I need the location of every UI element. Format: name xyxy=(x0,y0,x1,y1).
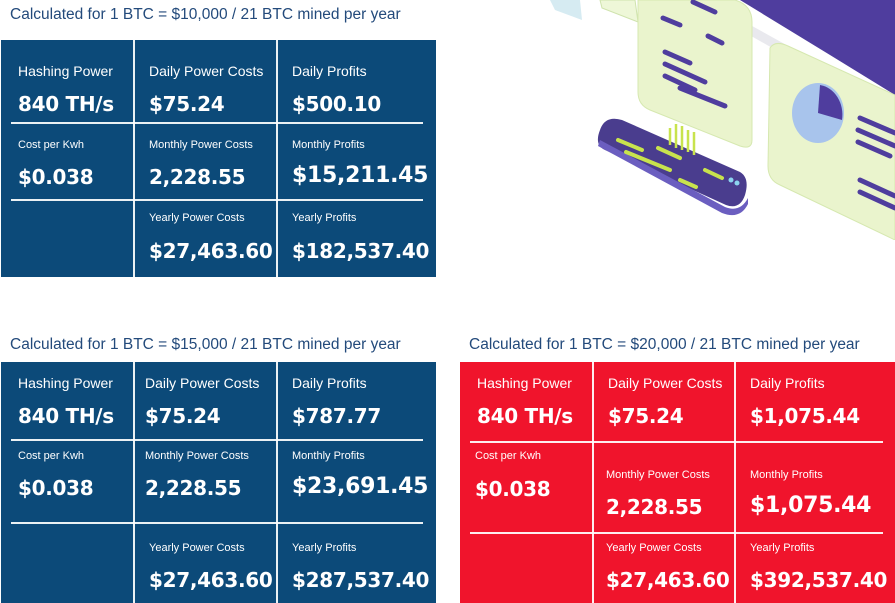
table2-hashing-power-label: Hashing Power xyxy=(18,375,113,391)
table3-monthly-profits-value: $1,075.44 xyxy=(750,493,872,518)
table3-cost-per-kwh-value: $0.038 xyxy=(475,477,551,501)
table2-yearly-power-costs-value: $27,463.60 xyxy=(149,568,273,592)
table3-card: Hashing Power 840 TH/s Daily Power Costs… xyxy=(460,362,895,603)
illustration-device-dot-2 xyxy=(734,180,740,186)
table3-monthly-power-costs-label: Monthly Power Costs xyxy=(606,469,710,481)
table1-daily-power-costs-label: Daily Power Costs xyxy=(149,63,264,79)
table2-daily-profits-label: Daily Profits xyxy=(292,375,367,391)
table2-daily-power-costs-label: Daily Power Costs xyxy=(145,375,260,391)
table1-card: Hashing Power 840 TH/s Daily Power Costs… xyxy=(1,40,436,277)
table3-monthly-profits-label: Monthly Profits xyxy=(750,469,823,481)
table2-divider-h1 xyxy=(11,439,423,441)
table2-hashing-power-value: 840 TH/s xyxy=(18,404,114,428)
table3-yearly-power-costs-value: $27,463.60 xyxy=(606,568,730,592)
illustration-device-keys xyxy=(616,138,724,189)
illustration-card-center-bars xyxy=(660,0,728,109)
table3-yearly-profits-label: Yearly Profits xyxy=(750,542,815,554)
table2-daily-power-costs-value: $75.24 xyxy=(145,404,221,428)
table2-card: Hashing Power 840 TH/s Daily Power Costs… xyxy=(1,362,436,603)
table3-monthly-power-costs-value: 2,228.55 xyxy=(606,495,703,519)
table3-daily-power-costs-value: $75.24 xyxy=(608,404,684,428)
table2-yearly-profits-label: Yearly Profits xyxy=(292,542,357,554)
illustration-device xyxy=(597,118,747,207)
table3-yearly-profits-value: $392,537.40 xyxy=(750,568,888,592)
table2-monthly-power-costs-label: Monthly Power Costs xyxy=(145,450,249,462)
table1-yearly-profits-label: Yearly Profits xyxy=(292,212,357,224)
table1-divider-v1 xyxy=(133,40,135,277)
table1-daily-profits-value: $500.10 xyxy=(292,92,381,116)
table3-divider-v1 xyxy=(592,362,594,603)
table2-divider-h2 xyxy=(11,522,423,524)
table3-daily-power-costs-label: Daily Power Costs xyxy=(608,375,723,391)
table2-divider-v2 xyxy=(276,362,278,603)
table2-yearly-power-costs-label: Yearly Power Costs xyxy=(149,542,245,554)
illustration-monitor-top xyxy=(690,0,895,95)
table3-cost-per-kwh-label: Cost per Kwh xyxy=(475,450,542,462)
table1-heading: Calculated for 1 BTC = $10,000 / 21 BTC … xyxy=(10,6,401,23)
isometric-dashboard-illustration xyxy=(530,0,895,241)
table3-daily-profits-value: $1,075.44 xyxy=(750,404,860,428)
table2-monthly-profits-value: $23,691.45 xyxy=(292,474,429,499)
illustration-panel-left xyxy=(550,0,582,20)
table2-divider-v1 xyxy=(133,362,135,603)
illustration-card-right-bars xyxy=(855,115,895,211)
table3-heading: Calculated for 1 BTC = $20,000 / 21 BTC … xyxy=(469,336,860,353)
table1-monthly-power-costs-label: Monthly Power Costs xyxy=(149,139,253,151)
table1-cost-per-kwh-label: Cost per Kwh xyxy=(18,139,85,151)
table1-monthly-power-costs-value: 2,228.55 xyxy=(149,165,246,189)
illustration-card-center xyxy=(637,0,753,148)
table3-yearly-power-costs-label: Yearly Power Costs xyxy=(606,542,702,554)
table1-yearly-power-costs-value: $27,463.60 xyxy=(149,239,273,263)
table3-hashing-power-value: 840 TH/s xyxy=(477,404,573,428)
table1-divider-h1 xyxy=(11,122,423,124)
table2-daily-profits-value: $787.77 xyxy=(292,404,381,428)
table2-monthly-profits-label: Monthly Profits xyxy=(292,450,365,462)
table1-cost-per-kwh-value: $0.038 xyxy=(18,165,94,189)
table1-monthly-profits-label: Monthly Profits xyxy=(292,139,365,151)
table3-divider-h2 xyxy=(470,532,883,534)
table2-monthly-power-costs-value: 2,228.55 xyxy=(145,476,242,500)
table3-daily-profits-label: Daily Profits xyxy=(750,375,825,391)
table1-divider-h2 xyxy=(11,199,423,201)
table3-hashing-power-label: Hashing Power xyxy=(477,375,572,391)
table3-divider-v2 xyxy=(734,362,736,603)
illustration-panel-left-2 xyxy=(599,0,639,23)
table1-monthly-profits-value: $15,211.45 xyxy=(292,163,429,188)
table3-divider-h1 xyxy=(470,441,883,443)
table1-daily-power-costs-value: $75.24 xyxy=(149,92,225,116)
table1-hashing-power-label: Hashing Power xyxy=(18,63,113,79)
illustration-svg xyxy=(550,0,895,241)
illustration-pie-chart xyxy=(792,83,844,143)
table1-hashing-power-value: 840 TH/s xyxy=(18,92,114,116)
table1-yearly-profits-value: $182,537.40 xyxy=(292,239,430,263)
table1-yearly-power-costs-label: Yearly Power Costs xyxy=(149,212,245,224)
table2-heading: Calculated for 1 BTC = $15,000 / 21 BTC … xyxy=(10,336,401,353)
table2-yearly-profits-value: $287,537.40 xyxy=(292,568,430,592)
table2-cost-per-kwh-value: $0.038 xyxy=(18,476,94,500)
table1-divider-v2 xyxy=(276,40,278,277)
illustration-device-dot-1 xyxy=(728,177,734,183)
table1-daily-profits-label: Daily Profits xyxy=(292,63,367,79)
table2-cost-per-kwh-label: Cost per Kwh xyxy=(18,450,85,462)
illustration-mini-bars xyxy=(668,124,696,155)
illustration-device-base xyxy=(598,140,748,216)
